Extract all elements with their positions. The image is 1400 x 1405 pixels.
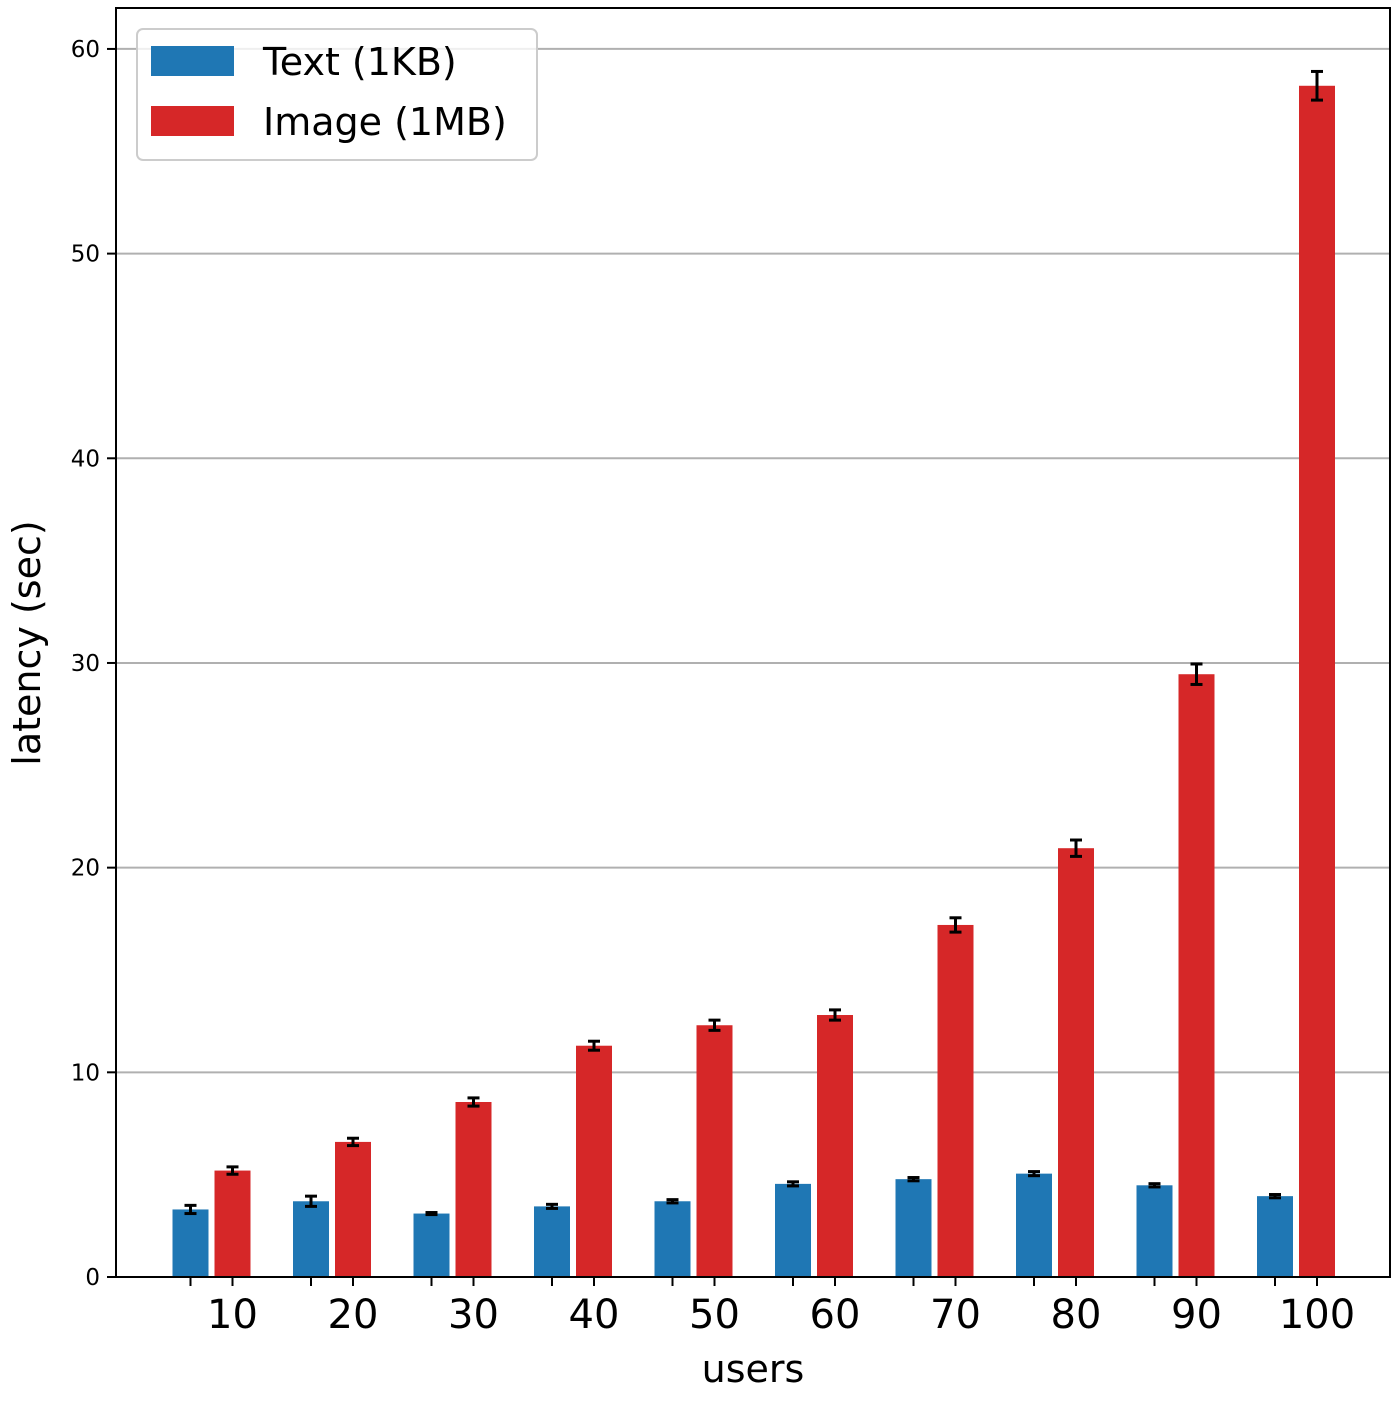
bars — [172, 69, 1335, 1277]
bar-text — [1016, 1173, 1052, 1277]
bar-image — [576, 1045, 612, 1277]
y-tick-label: 30 — [71, 651, 100, 677]
bar-text — [775, 1183, 811, 1277]
legend-label-text: Text (1KB) — [262, 40, 457, 84]
x-tick-label: 40 — [569, 1292, 620, 1338]
x-tick-label: 20 — [328, 1292, 379, 1338]
bar-image — [696, 1025, 733, 1277]
bar-text — [172, 1209, 209, 1277]
bar-image — [1058, 848, 1094, 1277]
x-tick-label: 50 — [689, 1292, 740, 1338]
y-tick-label: 40 — [71, 446, 100, 472]
x-tick-label: 10 — [207, 1292, 258, 1338]
bar-image — [1178, 674, 1215, 1277]
axes: 0 10 20 30 40 50 60 10 20 30 40 50 60 70 80 90 100 — [71, 7, 1391, 1338]
bar-text — [654, 1201, 691, 1277]
bar-image — [335, 1141, 371, 1277]
x-tick-label: 100 — [1279, 1292, 1355, 1338]
legend-label-image: Image (1MB) — [263, 100, 507, 144]
bar-text — [293, 1201, 329, 1277]
y-tick-label: 60 — [71, 37, 100, 63]
y-tick-label: 20 — [71, 856, 100, 882]
legend-swatch-image — [151, 106, 234, 136]
bar-text — [1136, 1185, 1173, 1277]
bar-text — [1257, 1196, 1293, 1277]
x-tick-label: 60 — [810, 1292, 861, 1338]
x-axis-title: users — [702, 1347, 805, 1391]
legend: Text (1KB) Image (1MB) — [136, 28, 538, 161]
bar-image — [817, 1015, 853, 1277]
legend-frame — [136, 28, 538, 161]
y-tick-label: 10 — [71, 1060, 100, 1086]
legend-swatch-text — [151, 46, 234, 76]
bar-text — [895, 1179, 932, 1277]
x-tick-label: 90 — [1171, 1292, 1222, 1338]
bar-image — [455, 1102, 492, 1277]
bar-image — [1299, 85, 1335, 1277]
bar-text — [413, 1213, 450, 1277]
plot-frame — [115, 7, 1391, 1278]
y-tick-label: 50 — [71, 242, 100, 268]
x-tick-label: 80 — [1051, 1292, 1102, 1338]
bar-text — [534, 1206, 570, 1277]
x-tick-label: 30 — [448, 1292, 499, 1338]
y-tick-label: 0 — [85, 1265, 100, 1291]
x-tick-label: 70 — [930, 1292, 981, 1338]
bar-image — [937, 924, 974, 1277]
y-axis-title: latency (sec) — [5, 520, 49, 765]
bar-image — [214, 1170, 251, 1277]
